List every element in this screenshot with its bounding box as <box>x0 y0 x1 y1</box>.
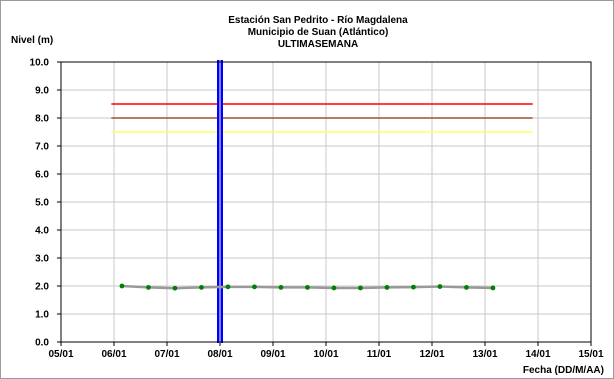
data-point <box>411 284 416 290</box>
data-point <box>146 285 151 290</box>
chart-title-line-1: Estación San Pedrito - Río Magdalena <box>228 15 408 26</box>
data-point <box>331 285 337 291</box>
data-point <box>464 285 469 290</box>
data-point <box>305 285 310 290</box>
data-point <box>437 284 443 289</box>
data-point <box>358 285 363 291</box>
y-tick-label: 7.0 <box>35 142 49 153</box>
x-tick-label: 15/01 <box>578 349 603 360</box>
grid-lines <box>57 61 592 346</box>
y-tick-label: 5.0 <box>35 198 49 209</box>
chart-title-line-3: ULTIMASEMANA <box>278 39 358 50</box>
y-tick-label: 9.0 <box>35 86 49 97</box>
threshold-lines <box>111 103 533 133</box>
x-axis-title: Fecha (DD/M/AA) <box>523 365 604 376</box>
x-axis-tick-labels: 05/01 06/01 07/01 08/01 09/01 10/01 11/01 12/01… <box>48 349 603 360</box>
y-tick-label: 3.0 <box>35 254 49 265</box>
x-tick-label: 14/01 <box>525 349 550 360</box>
x-tick-label: 10/01 <box>313 349 338 360</box>
plot-area-border <box>60 61 592 343</box>
y-tick-label: 6.0 <box>35 170 49 181</box>
x-tick-label: 07/01 <box>154 349 179 360</box>
data-point <box>384 285 390 290</box>
x-tick-label: 11/01 <box>367 349 392 360</box>
data-point <box>490 285 496 291</box>
chart-title-line-2: Municipio de Suan (Atlántico) <box>248 27 389 38</box>
data-point <box>119 283 125 289</box>
y-tick-label: 4.0 <box>35 226 49 237</box>
x-tick-label: 09/01 <box>260 349 285 360</box>
y-tick-label: 2.0 <box>35 282 49 293</box>
x-tick-label: 13/01 <box>472 349 497 360</box>
data-point <box>199 285 204 290</box>
y-tick-label: 8.0 <box>35 114 49 125</box>
current-date-marker <box>217 60 223 343</box>
x-tick-label: 05/01 <box>48 349 73 360</box>
data-point <box>278 285 284 290</box>
water-level-series <box>119 283 496 291</box>
y-axis-title: Nivel (m) <box>11 35 53 46</box>
x-tick-label: 12/01 <box>419 349 444 360</box>
x-tick-label: 06/01 <box>101 349 126 360</box>
y-tick-label: 0.0 <box>35 338 49 349</box>
data-point <box>172 285 178 291</box>
data-point <box>252 284 257 290</box>
y-axis-tick-labels: 0.0 1.0 2.0 3.0 4.0 5.0 6.0 7.0 8.0 9.0 10.0 <box>30 58 50 349</box>
x-tick-label: 08/01 <box>207 349 232 360</box>
y-tick-label: 1.0 <box>35 310 49 321</box>
data-point <box>225 284 231 290</box>
chart-title: Estación San Pedrito - Río Magdalena Mun… <box>228 15 408 50</box>
y-tick-label: 10.0 <box>30 58 50 69</box>
